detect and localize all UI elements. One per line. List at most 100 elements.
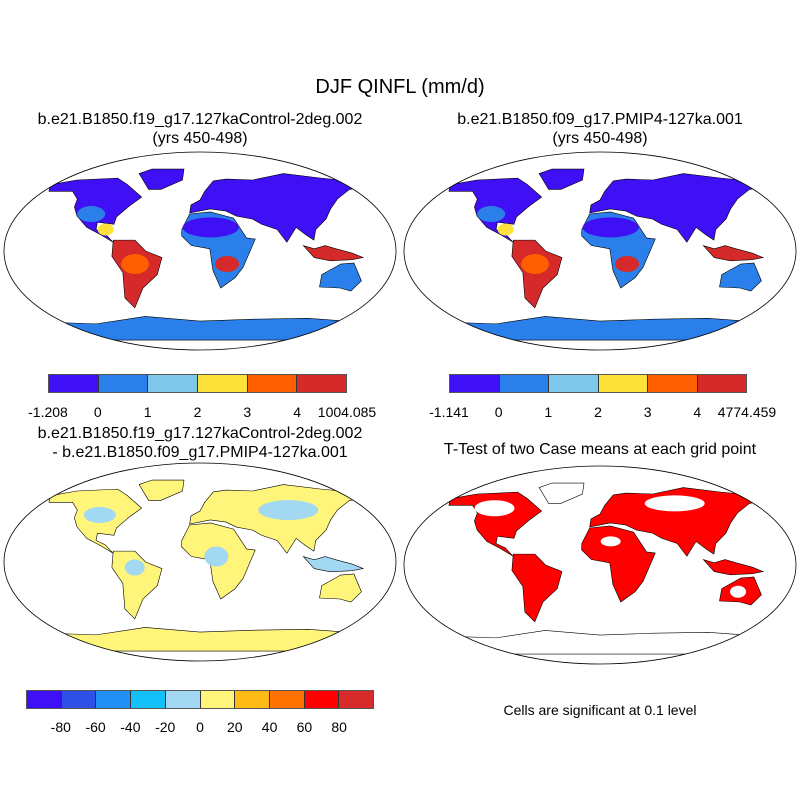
value-region [258, 500, 319, 521]
landmass-sam [511, 553, 563, 623]
landmass-ant [440, 630, 759, 655]
colorbar-swatch [27, 691, 62, 708]
colorbar-label: 0 [196, 719, 204, 735]
map-panel-1 [3, 151, 397, 351]
colorbar-label: 2 [193, 404, 202, 420]
colorbar-label: 1 [143, 404, 152, 420]
value-region [644, 495, 705, 512]
colorbar-swatch [96, 691, 132, 708]
landmass-grl [138, 168, 185, 190]
panel-2-title-line1: b.e21.B1850.f09_g17.PMIP4-127ka.001 [457, 111, 743, 128]
value-region [182, 217, 239, 238]
panel-1-title-line2: (yrs 450-498) [152, 130, 248, 147]
value-region [204, 546, 229, 567]
colorbar-swatch [450, 375, 500, 392]
panel-3-title: b.e21.B1850.f19_g17.127kaControl-2deg.00… [0, 424, 400, 462]
colorbar-swatch [200, 691, 236, 708]
colorbar-swatch [339, 691, 374, 708]
colorbar-label: 4 [693, 404, 702, 420]
colorbar-swatch [297, 375, 347, 392]
colorbar-label: -1.208 [28, 404, 68, 420]
value-region [77, 205, 106, 222]
colorbar-swatch [304, 691, 340, 708]
value-region [474, 500, 515, 517]
colorbar-swatch [269, 691, 305, 708]
value-region [83, 506, 116, 523]
colorbar-label: 0 [494, 404, 503, 420]
colorbar-label: -80 [50, 719, 71, 735]
colorbar-label: 3 [243, 404, 252, 420]
panel-2-title-line2: (yrs 450-498) [552, 130, 648, 147]
landmass-ant [40, 316, 359, 341]
value-region [615, 256, 640, 273]
landmass-ind [702, 558, 765, 576]
value-region [124, 559, 145, 576]
landmass-eur [589, 173, 762, 243]
colorbar-label: 80 [331, 719, 347, 735]
map-panel-3 [3, 462, 397, 662]
map-panel-4 [403, 465, 797, 665]
value-region [497, 223, 514, 236]
landmass-afr [581, 525, 656, 603]
colorbar-swatch [148, 375, 199, 392]
landmass-grl [538, 482, 585, 504]
value-region [730, 585, 747, 598]
colorbar-swatch [598, 375, 648, 392]
colorbar-swatch [165, 691, 201, 708]
colorbar-swatch [549, 375, 599, 392]
colorbar-swatch [98, 375, 149, 392]
landmass-aus [319, 573, 362, 603]
panel-1-title-line1: b.e21.B1850.f19_g17.127kaControl-2deg.00… [37, 111, 363, 128]
figure-title: DJF QINFL (mm/d) [315, 76, 485, 98]
colorbar-label: 4774.459 [717, 404, 777, 420]
panel-4-title-line1: T-Test of two Case means at each grid po… [443, 441, 757, 458]
panel-2-title: b.e21.B1850.f09_g17.PMIP4-127ka.001 (yrs… [400, 110, 800, 148]
colorbar-label: 60 [296, 719, 313, 735]
colorbar-label: 20 [227, 719, 243, 735]
colorbar-swatch [697, 375, 746, 392]
colorbar-swatch [61, 691, 97, 708]
value-region [215, 256, 240, 273]
landmass-eur [189, 173, 362, 243]
value-region [582, 217, 639, 238]
landmass-grl [138, 479, 185, 501]
value-region [600, 536, 621, 547]
colorbar-label: -20 [155, 719, 176, 735]
colorbar-difference [26, 690, 374, 709]
colorbar-label: 1004.085 [317, 404, 377, 420]
colorbar-swatch [198, 375, 248, 392]
colorbar-label: 40 [261, 719, 278, 735]
landmass-aus [719, 262, 762, 292]
colorbar-label: 0 [93, 404, 102, 420]
colorbar-swatch [131, 691, 166, 708]
colorbar-panel-1 [48, 374, 347, 393]
panel-3-title-line1: b.e21.B1850.f19_g17.127kaControl-2deg.00… [37, 425, 363, 442]
landmass-sam [111, 239, 163, 309]
colorbar-label: -40 [120, 719, 141, 735]
landmass-ind [302, 244, 365, 262]
significance-note: Cells are significant at 0.1 level [503, 702, 697, 718]
landmass-sam [511, 239, 563, 309]
colorbar-swatch [499, 375, 549, 392]
colorbar-swatch [235, 691, 270, 708]
landmass-ind [702, 244, 765, 262]
landmass-sam [111, 550, 163, 620]
colorbar-label: 1 [544, 404, 553, 420]
colorbar-label: 3 [643, 404, 652, 420]
value-region [521, 254, 550, 275]
map-border [403, 465, 797, 665]
value-region [97, 223, 114, 236]
panel-3-title-line2: - b.e21.B1850.f09_g17.PMIP4-127ka.001 [52, 444, 348, 461]
colorbar-swatch [247, 375, 298, 392]
colorbar-panel-2 [449, 374, 747, 393]
colorbar-label: -1.141 [429, 404, 469, 420]
landmass-ant [40, 627, 359, 652]
landmass-aus [319, 262, 362, 292]
panel-4-title: T-Test of two Case means at each grid po… [400, 440, 800, 459]
landmass-grl [538, 168, 585, 190]
colorbar-label: 2 [594, 404, 602, 420]
map-border [3, 462, 397, 662]
map-border [403, 151, 797, 351]
colorbar-label: 4 [293, 404, 302, 420]
